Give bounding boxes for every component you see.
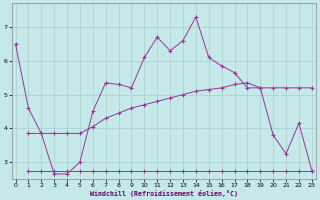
X-axis label: Windchill (Refroidissement éolien,°C): Windchill (Refroidissement éolien,°C) (90, 190, 238, 197)
